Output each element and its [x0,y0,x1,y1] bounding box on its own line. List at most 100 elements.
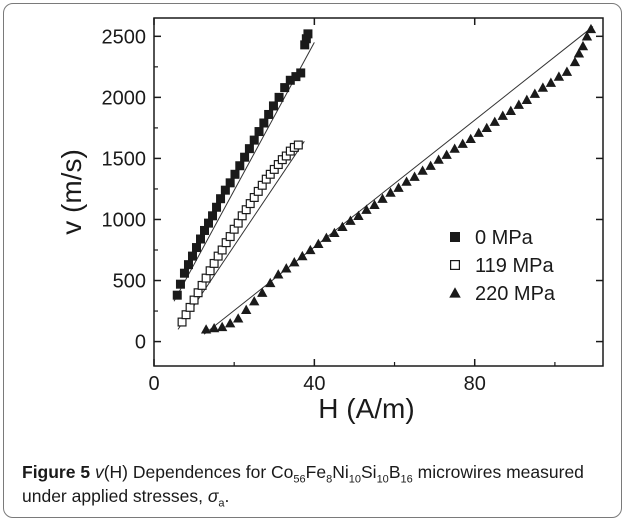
x-tick-label: 80 [464,373,486,395]
data-point [209,258,219,268]
data-point [200,324,212,334]
data-point [401,176,412,186]
data-point [249,296,260,306]
y-tick-label: 2500 [102,26,147,48]
data-point [329,227,340,238]
data-point [175,279,185,289]
data-point [201,273,211,283]
data-point [300,40,310,50]
data-point [183,260,193,270]
data-point [296,68,306,78]
data-point [425,160,436,170]
legend-label: 220 MPa [475,283,556,305]
data-point [581,31,593,41]
data-point [216,194,226,204]
data-point [230,169,240,179]
legend-marker [449,287,461,298]
data-point [573,48,585,58]
data-point [187,251,197,261]
legend-marker [450,260,461,271]
caption-text-after: microwires measured under applied stress… [22,462,584,506]
data-point [285,75,295,85]
data-point [185,302,195,312]
data-point [393,182,404,192]
chart: 0 40 80 0 500 1000 1500 2000 2500 H (A/m) v (m/s) 0… [56,17,604,424]
data-point [545,77,557,87]
data-point [273,269,284,279]
data-point [225,232,235,242]
data-point [204,218,214,228]
data-point [481,122,492,133]
data-point [505,105,516,115]
data-point [585,23,597,34]
data-point [297,250,308,261]
data-point [212,202,222,212]
data-point [265,277,276,288]
data-point [569,56,581,67]
y-tick-label: 2000 [102,87,147,109]
caption-b: B [388,462,401,482]
caption-v-symbol: v [94,462,104,482]
fit-line [173,42,315,302]
data-point [321,232,332,242]
data-point [244,144,254,154]
data-point [177,317,187,327]
data-point [417,165,428,175]
data-point [189,295,199,305]
data-point [553,71,565,81]
caption-sub-co: 56 [293,473,306,486]
y-tick-label: 0 [135,332,146,354]
data-point [281,263,292,273]
data-point [303,29,313,39]
data-point [301,34,311,44]
data-point [181,310,191,320]
data-point [259,118,269,128]
legend-label: 0 MPa [475,227,534,249]
data-point [465,133,476,144]
data-point [361,204,372,214]
data-point [473,127,484,137]
data-point [433,154,444,164]
data-point [220,185,230,195]
caption-sub-fe: 8 [326,473,333,486]
data-point [208,211,218,221]
data-point [241,304,252,314]
data-point [235,161,245,171]
data-point [233,313,244,323]
y-tick-label: 1500 [102,148,147,170]
caption-sub-a: a [218,497,225,510]
data-point [208,322,220,333]
data-point [216,321,228,332]
caption-end: . [224,486,230,506]
caption-label: Figure 5 [22,462,91,482]
y-axis-label: v (m/s) [56,149,87,235]
caption-ni: Ni [332,462,349,482]
data-point [529,88,541,98]
fit-line [177,141,305,330]
x-axis-label: H (A/m) [318,393,414,424]
data-point [172,290,182,300]
data-point [233,218,243,228]
caption-fe: Fe [305,462,327,482]
y-tick-label: 500 [113,271,146,293]
data-point [409,171,420,181]
data-point [385,187,396,197]
data-point [254,127,264,137]
caption-sub-ni: 10 [348,473,361,486]
data-point [289,257,300,267]
data-point [264,109,274,119]
data-point [191,243,201,253]
caption-sigma: σ [207,486,219,506]
data-point [205,266,215,276]
figure-caption: Figure 5 v(H) Dependences for Co56Fe8Ni1… [22,460,612,510]
figure-frame [3,3,622,518]
data-point [268,101,278,111]
data-point [217,245,227,255]
data-point [441,149,452,159]
data-point [305,244,316,255]
data-point [224,318,236,328]
data-point [489,116,500,126]
data-point [193,288,203,298]
legend-label: 119 MPa [475,255,554,277]
legend-marker [450,232,460,242]
